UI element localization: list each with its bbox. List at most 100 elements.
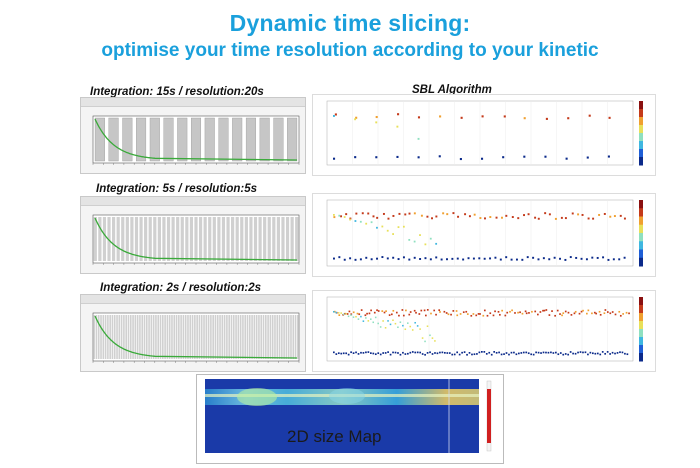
time-slice (249, 217, 253, 261)
time-slice (281, 315, 283, 359)
scatter-point (349, 257, 352, 260)
scatter-point (333, 216, 336, 219)
scatter-point (407, 322, 409, 324)
scatter-point (426, 352, 429, 354)
time-slice (162, 217, 166, 261)
scatter-point (424, 243, 427, 246)
scatter-point (360, 351, 362, 354)
scatter-point (370, 221, 373, 224)
scatter-point (402, 351, 404, 354)
scatter-point (527, 213, 530, 216)
heatmap-blob (237, 388, 277, 406)
time-slice (231, 217, 235, 261)
scatter-point (542, 351, 545, 354)
time-slice (152, 315, 155, 359)
time-slice (175, 315, 178, 359)
time-slice (216, 315, 219, 359)
scatter-point (606, 351, 609, 353)
scatter-point (370, 318, 372, 320)
time-slice (272, 217, 276, 261)
scatter-point (468, 215, 471, 218)
time-slice (198, 315, 201, 359)
scatter-point (365, 256, 368, 259)
scatter-point (407, 352, 409, 355)
colorbar-segment (639, 321, 643, 330)
time-slice (94, 117, 105, 162)
scatter-point (452, 310, 455, 312)
scatter-point (621, 351, 624, 354)
time-slice (157, 315, 160, 359)
scatter-point (553, 256, 556, 259)
scatter-point (609, 312, 612, 315)
time-slice (217, 217, 221, 261)
time-slice (258, 315, 260, 359)
scatter-point (387, 217, 390, 220)
scatter-point (483, 351, 486, 353)
scatter-point (571, 212, 574, 215)
time-slice (148, 315, 150, 359)
time-slice (295, 217, 299, 261)
scatter-point (581, 213, 584, 216)
intensity-chart-3 (92, 312, 300, 363)
scatter-point (544, 212, 547, 215)
time-slice (189, 315, 192, 359)
time-slice (210, 315, 212, 359)
scatter-point (398, 212, 401, 215)
time-slice (108, 117, 119, 162)
time-slice (232, 117, 243, 162)
colorbar-segment (639, 297, 643, 306)
scatter-point (540, 352, 542, 354)
scatter-point (348, 310, 351, 313)
time-slice (204, 117, 215, 162)
time-slice (196, 315, 198, 359)
scatter-point (345, 213, 348, 216)
sbl-scatter-3 (326, 296, 643, 362)
scatter-point (344, 312, 346, 315)
time-slice (191, 315, 194, 359)
scatter-point (424, 257, 427, 260)
time-slice (123, 315, 125, 359)
scatter-point (385, 310, 387, 313)
scatter-point (505, 352, 508, 354)
scatter-point (459, 157, 462, 161)
time-slice (163, 117, 174, 162)
scatter-point (505, 256, 508, 259)
scatter-point (389, 353, 392, 356)
scatter-point (559, 352, 562, 354)
scatter-point (582, 309, 584, 312)
scatter-point (509, 310, 511, 313)
scatter-point (413, 309, 416, 312)
scatter-point (392, 351, 394, 354)
scatter-point (462, 311, 465, 314)
scatter-point (431, 337, 434, 339)
time-slice (226, 217, 230, 261)
time-slice (171, 315, 173, 359)
scatter-point (604, 352, 607, 355)
scatter-point (461, 351, 463, 354)
panel-1-header (81, 98, 305, 107)
scatter-point (430, 312, 432, 315)
scatter-point (476, 353, 478, 355)
time-slice (271, 315, 274, 359)
time-slice (111, 217, 116, 261)
scatter-point (559, 257, 561, 260)
scatter-point (562, 312, 565, 315)
scatter-point (362, 320, 365, 322)
time-slice (278, 315, 281, 359)
time-slice (187, 315, 189, 359)
scatter-point (408, 238, 411, 241)
scatter-point (510, 258, 513, 261)
scatter-point (350, 314, 352, 316)
time-slice (255, 315, 258, 359)
scatter-point (376, 216, 379, 219)
scatter-point (426, 215, 429, 218)
scatter-point (383, 311, 386, 314)
colorbar-segment (639, 109, 643, 118)
scatter-point (402, 225, 405, 228)
intensity-curve (94, 217, 298, 261)
scatter-point (370, 352, 372, 354)
scatter-point (511, 216, 514, 219)
scatter-point (413, 240, 416, 243)
scatter-point (612, 258, 615, 261)
scatter-point (387, 320, 389, 322)
